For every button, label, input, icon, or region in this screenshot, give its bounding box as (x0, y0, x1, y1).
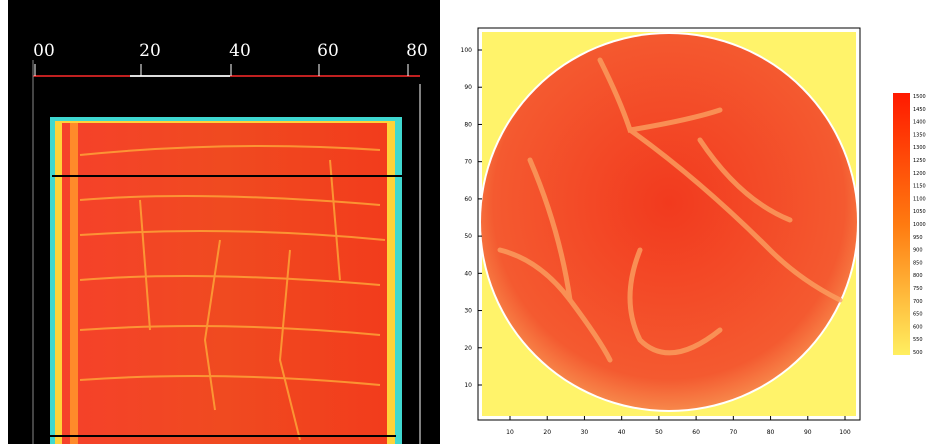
y-tick-label: 10 (464, 382, 472, 389)
x-tick-label: 30 (581, 429, 589, 436)
x-tick-label: 40 (618, 429, 626, 436)
scan-image (62, 123, 387, 444)
colorbar-label: 900 (913, 248, 923, 254)
colorbar-label: 1400 (913, 120, 926, 126)
scan-band (70, 123, 78, 444)
colorbar-label: 1350 (913, 132, 926, 138)
density-map-panel: 10 20 30 40 50 60 70 80 90 100 10 20 30 40 50 60 70 80 90 1… (461, 27, 926, 436)
colorbar-label: 1150 (913, 184, 926, 190)
scan-texture (79, 145, 386, 441)
x-tick-label: 20 (543, 429, 551, 436)
colorbar-label: 950 (913, 235, 923, 241)
x-tick-label: 80 (767, 429, 775, 436)
colorbar (893, 93, 910, 355)
ruler-label: 80 (406, 41, 428, 61)
colorbar-label: 600 (913, 324, 923, 330)
colorbar-label: 1250 (913, 158, 926, 164)
ruler-label: 00 (33, 41, 55, 61)
colorbar-label: 1200 (913, 171, 926, 177)
y-tick-label: 40 (464, 270, 472, 277)
x-tick-label: 70 (730, 429, 738, 436)
y-tick-label: 20 (464, 345, 472, 352)
colorbar-label: 1500 (913, 94, 926, 100)
y-tick-label: 80 (464, 121, 472, 128)
disc-texture (497, 57, 843, 363)
ruler-label: 20 (139, 41, 161, 61)
colorbar-label: 750 (913, 286, 923, 292)
y-tick-label: 70 (464, 159, 472, 166)
x-tick-label: 100 (839, 429, 851, 436)
colorbar-label: 1100 (913, 196, 926, 202)
colorbar-label: 700 (913, 299, 923, 305)
y-tick-label: 90 (464, 84, 472, 91)
y-tick-label: 100 (461, 47, 473, 54)
y-tick-label: 60 (464, 196, 472, 203)
density-disc (481, 34, 857, 410)
x-tick-label: 10 (506, 429, 514, 436)
x-tick-label: 60 (692, 429, 700, 436)
colorbar-label: 1450 (913, 107, 926, 113)
ruler-label: 40 (229, 41, 251, 61)
colorbar-label: 500 (913, 350, 923, 356)
colorbar-label: 850 (913, 260, 923, 266)
ruler-label: 60 (317, 41, 339, 61)
colorbar-label: 800 (913, 273, 923, 279)
x-tick-label: 50 (655, 429, 663, 436)
x-tick-label: 90 (804, 429, 812, 436)
ct-scan-panel: 00 20 40 60 80 (8, 0, 440, 444)
colorbar-label: 1000 (913, 222, 926, 228)
colorbar-label: 650 (913, 312, 923, 318)
colorbar-label: 1300 (913, 145, 926, 151)
colorbar-label: 1050 (913, 209, 926, 215)
y-tick-label: 30 (464, 308, 472, 315)
y-tick-label: 50 (464, 233, 472, 240)
colorbar-label: 550 (913, 337, 923, 343)
